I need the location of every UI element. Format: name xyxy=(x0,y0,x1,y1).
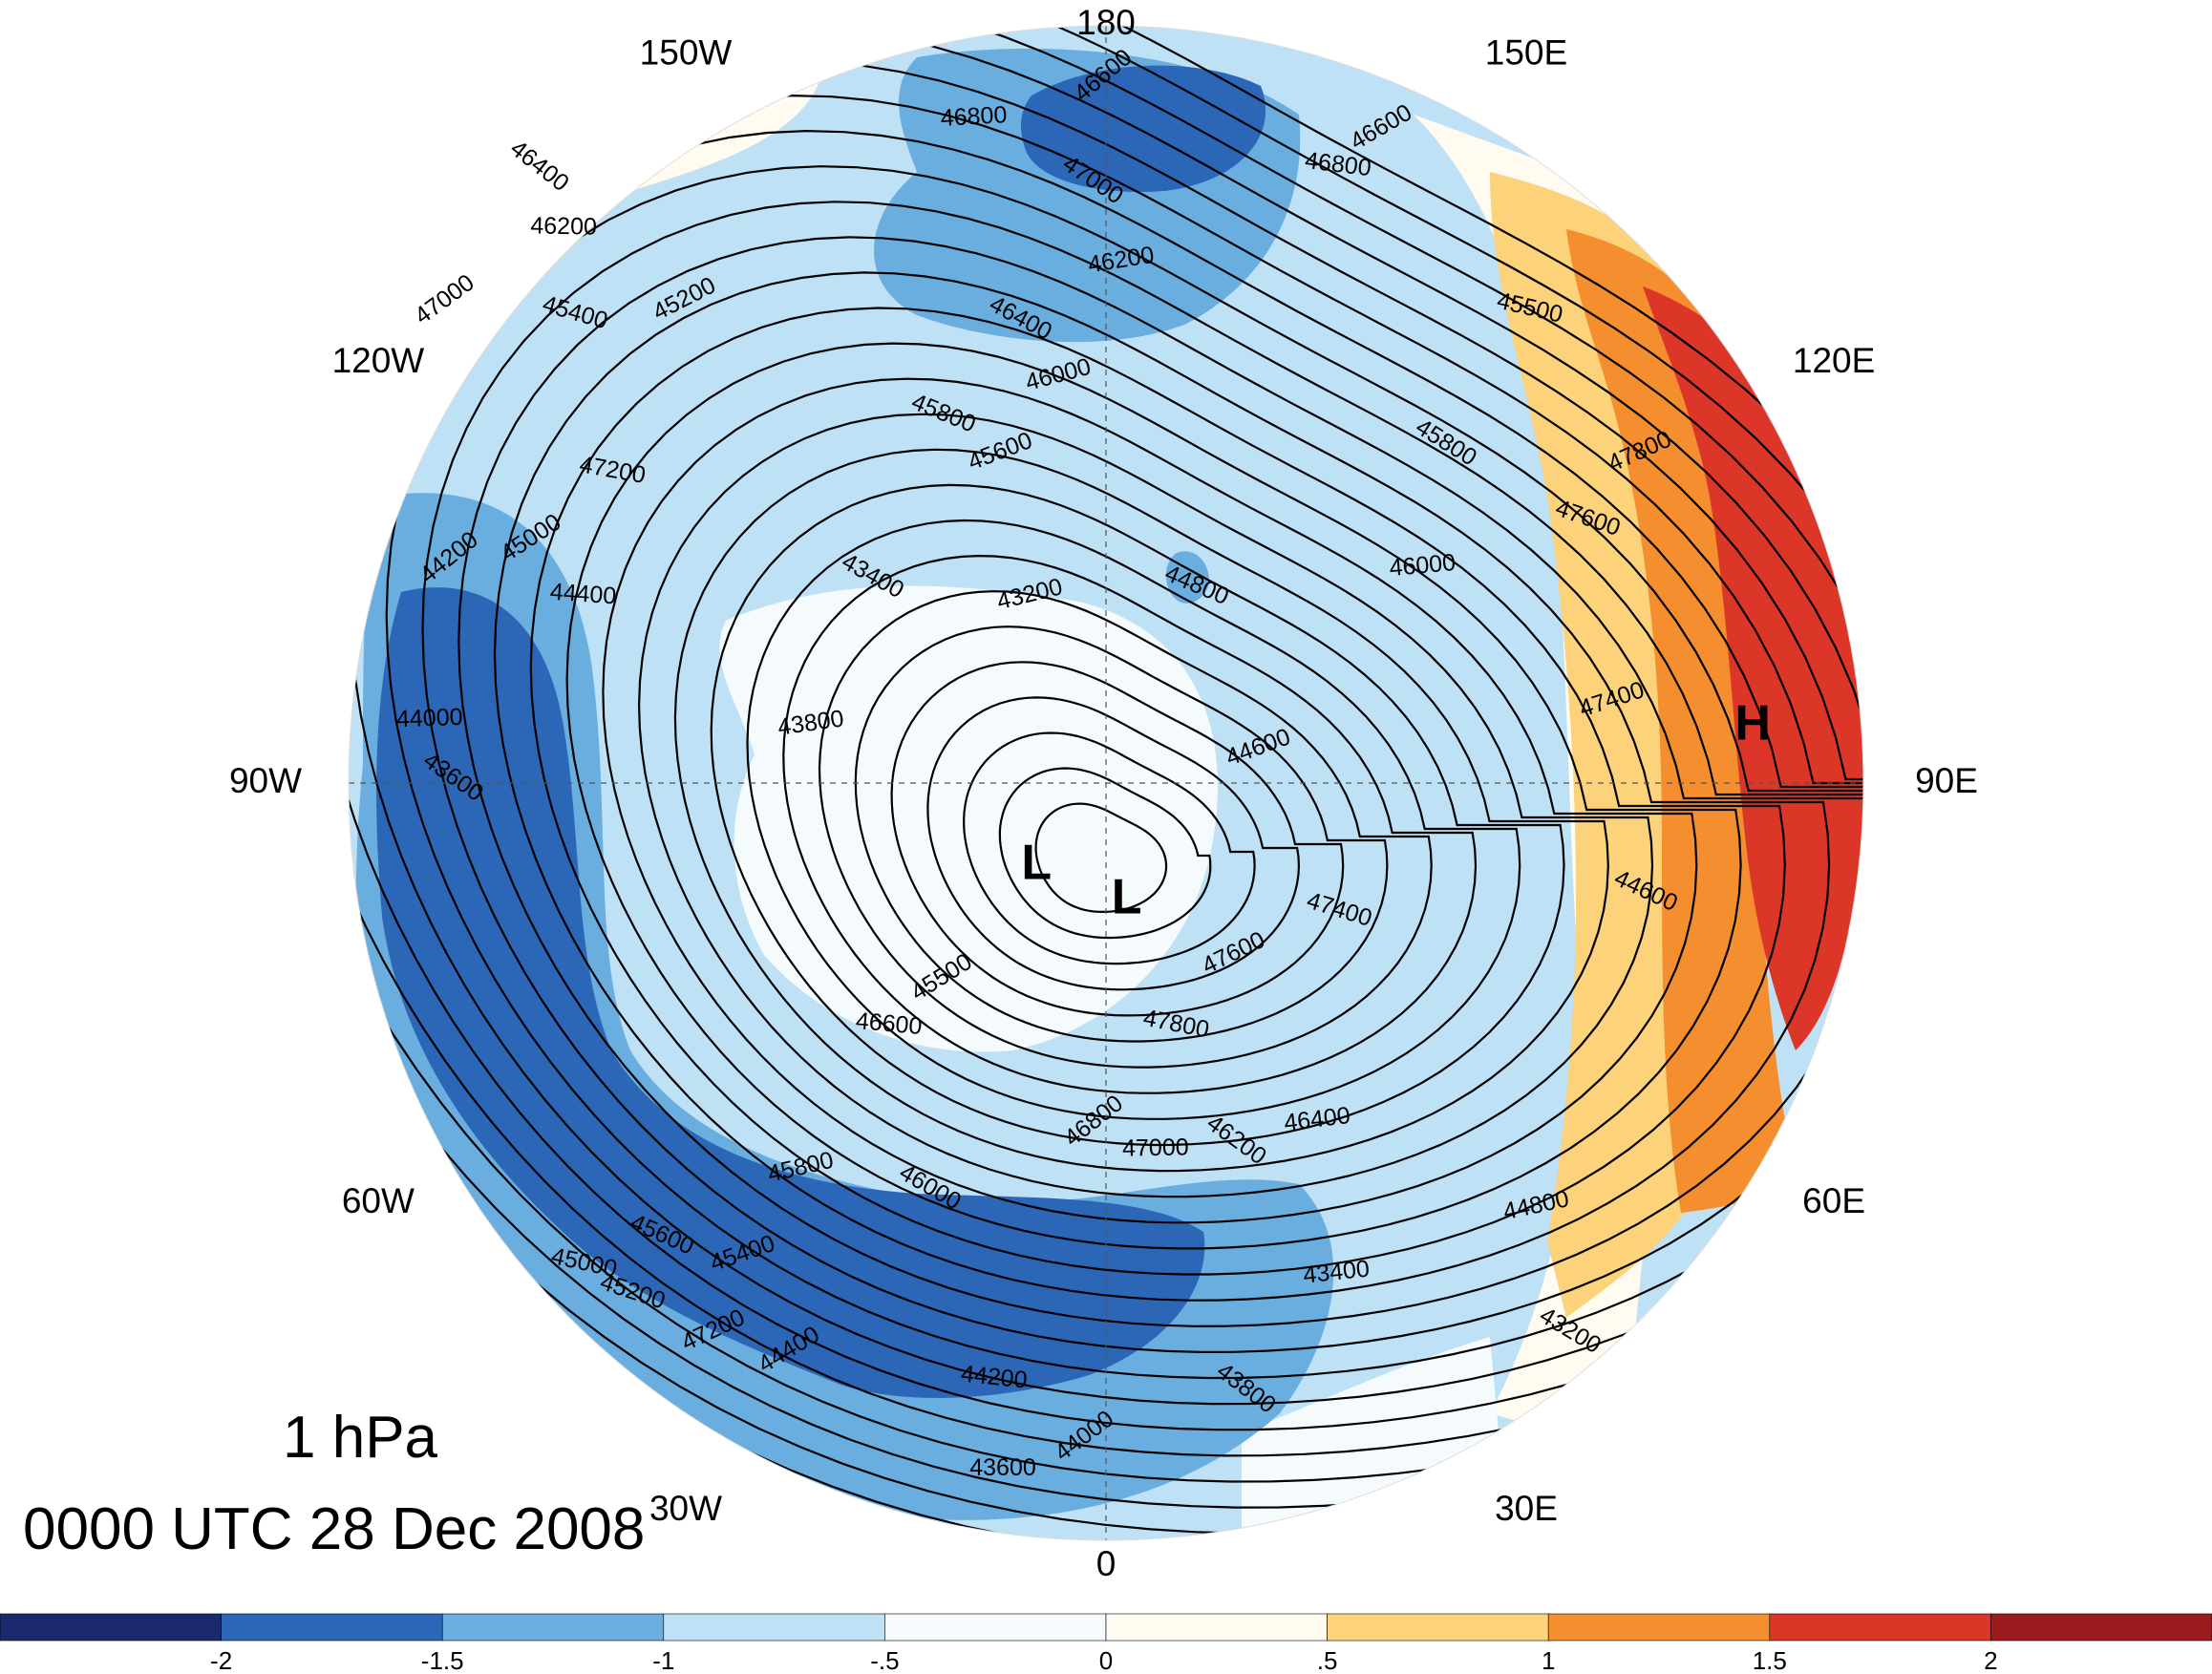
contour-line xyxy=(890,661,1345,1017)
map-boundary xyxy=(348,25,1864,1541)
contour-line xyxy=(637,413,1654,1198)
colorbar-swatch xyxy=(1327,1613,1549,1642)
contour-line xyxy=(349,129,1863,1406)
contour-label: 46200 xyxy=(530,212,597,240)
lon-label-180: 180 xyxy=(1076,3,1136,42)
contour-label: 47000 xyxy=(1122,1134,1189,1161)
colorbar-swatch xyxy=(0,1613,222,1642)
anomaly-shading xyxy=(349,26,1863,1540)
lon-label-150w: 150W xyxy=(640,33,733,73)
pressure-center-l: L xyxy=(1112,869,1142,924)
colorbar-swatch xyxy=(221,1613,443,1642)
shade-deep-blue-top xyxy=(1020,65,1266,192)
colorbar-tick-label: 1.5 xyxy=(1753,1646,1787,1674)
lon-label-90e: 90E xyxy=(1915,761,1978,800)
longitude-labels: 180 150W 150E 120W 120E 90W 90E 60W 60E 30W 30E 0 xyxy=(229,3,1978,1583)
contour-line xyxy=(493,271,1831,1302)
pressure-center-h: H xyxy=(1734,696,1771,752)
colorbar-tick-label: -.5 xyxy=(870,1646,899,1674)
graticule xyxy=(349,26,1863,1540)
colorbar-tick-label: -1 xyxy=(652,1646,674,1674)
colorbar-swatch xyxy=(1105,1613,1328,1642)
lon-label-30w: 30W xyxy=(649,1489,722,1528)
contour-line xyxy=(854,625,1389,1043)
colorbar-swatch xyxy=(663,1613,885,1642)
contour-line xyxy=(998,767,1212,940)
contour-line xyxy=(385,165,1863,1380)
colorbar-swatch xyxy=(1547,1613,1771,1642)
contour-line xyxy=(746,519,1521,1120)
contour-line xyxy=(349,94,1863,1431)
lon-label-30e: 30E xyxy=(1495,1489,1558,1528)
colorbar-swatch xyxy=(884,1613,1107,1642)
contour-line xyxy=(818,590,1433,1069)
lon-label-120e: 120E xyxy=(1793,341,1875,380)
lon-label-60w: 60W xyxy=(342,1181,415,1220)
colorbar-tick-label: .5 xyxy=(1317,1646,1338,1674)
lon-label-0: 0 xyxy=(1096,1544,1117,1583)
lon-label-150e: 150E xyxy=(1485,33,1567,73)
colorbar-swatch xyxy=(1769,1613,1991,1642)
colorbar-swatch xyxy=(441,1613,665,1642)
contour-label: 46000 xyxy=(1388,549,1457,582)
contour-line xyxy=(710,483,1565,1147)
contour-line xyxy=(529,307,1786,1276)
contour-line xyxy=(782,554,1478,1094)
colorbar-tick-label: -1.5 xyxy=(421,1646,464,1674)
lon-label-90w: 90W xyxy=(229,761,302,800)
shade-deep-blue-left xyxy=(376,587,1205,1398)
contour-line xyxy=(1034,802,1168,913)
contour-label: 43600 xyxy=(969,1454,1036,1481)
contour-line xyxy=(673,448,1609,1173)
contour-line xyxy=(602,377,1698,1224)
contour-label: 47000 xyxy=(410,269,479,330)
title-level: 1 hPa xyxy=(283,1405,438,1471)
contour-label: 46600 xyxy=(855,1007,924,1040)
shade-mid-blue-small xyxy=(1165,551,1209,604)
contour-line xyxy=(565,342,1742,1250)
colorbar-tick-label: -2 xyxy=(210,1646,232,1674)
contour-label: 46800 xyxy=(940,101,1008,132)
colorbar: -2 -1.5 -1 -.5 0 .5 1 1.5 2 xyxy=(0,1613,2212,1674)
colorbar-tick-label: 1 xyxy=(1542,1646,1555,1674)
pressure-centers: L L H xyxy=(1021,696,1771,925)
contour-label: 44000 xyxy=(395,704,462,732)
pressure-center-l: L xyxy=(1021,836,1052,891)
contour-line xyxy=(421,201,1863,1354)
shade-near-white-core xyxy=(719,585,1218,1052)
lon-label-120w: 120W xyxy=(332,341,425,380)
contour-line xyxy=(963,731,1256,965)
contour-label: 44400 xyxy=(549,579,617,610)
title-time: 0000 UTC 28 Dec 2008 xyxy=(23,1496,646,1562)
colorbar-tick-label: 0 xyxy=(1099,1646,1113,1674)
colorbar-tick-label: 2 xyxy=(1984,1646,1997,1674)
contour-line xyxy=(926,696,1301,991)
colorbar-swatch xyxy=(1990,1613,2212,1642)
lon-label-60e: 60E xyxy=(1802,1181,1865,1220)
contour-label: 46400 xyxy=(505,135,574,197)
